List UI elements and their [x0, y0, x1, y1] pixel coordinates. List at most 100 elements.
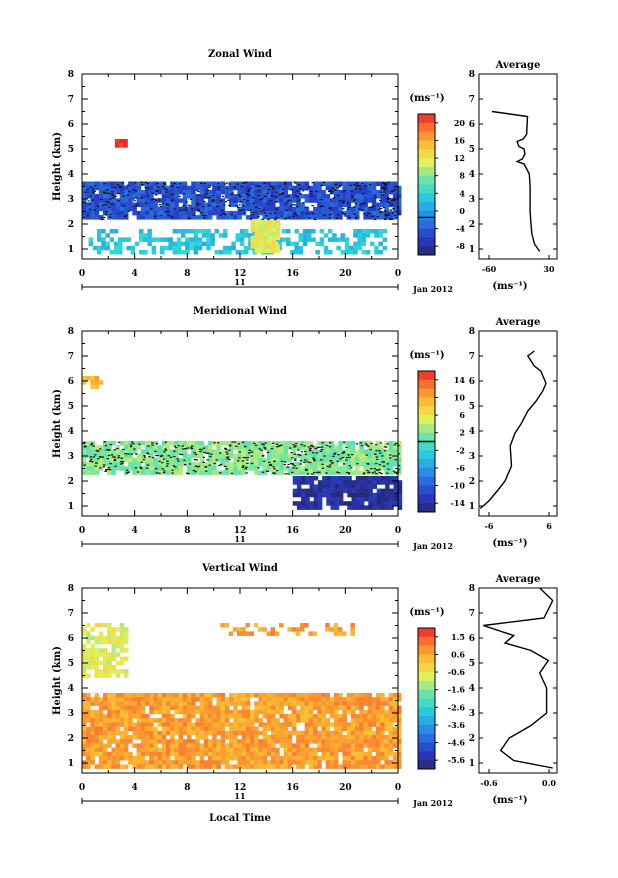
heatmap-cell: [195, 198, 200, 203]
heatmap-cell: [309, 484, 314, 489]
zero-contour-mark: [347, 472, 351, 474]
heatmap-cell: [237, 743, 242, 748]
heatmap-cell: [166, 189, 171, 195]
heatmap-cell: [136, 697, 142, 702]
average-y-tick-label: 5: [469, 145, 475, 155]
heatmap-cell: [94, 202, 100, 207]
heatmap-cell: [350, 206, 356, 212]
heatmap-cell: [111, 441, 116, 446]
heatmap-cell: [145, 445, 150, 450]
heatmap-cell: [185, 241, 190, 247]
heatmap-cell: [296, 480, 302, 485]
zero-contour-mark: [113, 456, 116, 458]
heatmap-cell: [94, 376, 100, 381]
heatmap-cell: [220, 735, 226, 740]
heatmap-cell: [191, 462, 196, 467]
heatmap-cell: [382, 229, 388, 234]
zero-contour-mark: [134, 467, 138, 469]
heatmap-cell: [98, 623, 104, 628]
heatmap-cell: [376, 505, 382, 510]
heatmap-cell: [254, 244, 260, 249]
colorbar-frame: [417, 627, 436, 770]
heatmap-cell: [374, 250, 379, 255]
heatmap-cell: [287, 747, 293, 753]
colorbar-frame: [417, 113, 436, 256]
heatmap-cell: [279, 445, 284, 450]
heatmap-cell: [119, 139, 124, 144]
heatmap-cell: [111, 181, 116, 186]
heatmap-cell: [124, 705, 129, 711]
heatmap-cell: [203, 210, 209, 216]
heatmap-cell: [98, 652, 104, 657]
heatmap-cell: [203, 739, 209, 744]
heatmap-cell: [313, 189, 318, 195]
heatmap-cell: [140, 449, 146, 454]
heatmap-cell: [212, 756, 217, 761]
heatmap-cell: [308, 735, 314, 740]
zero-contour-mark: [270, 448, 274, 450]
zero-contour-mark: [145, 202, 148, 204]
heatmap-cell: [90, 709, 95, 715]
heatmap-cell: [367, 747, 373, 753]
colorbar-unit: (ms⁻¹): [409, 350, 444, 361]
heatmap-cell: [166, 194, 171, 199]
heatmap-cell: [334, 462, 339, 467]
heatmap-cell: [384, 697, 389, 702]
heatmap-cell: [287, 453, 293, 459]
heatmap-cell: [223, 233, 228, 238]
heatmap-cell: [241, 743, 247, 748]
heatmap-cell: [254, 764, 259, 769]
heatmap-cell: [82, 747, 87, 753]
heatmap-cell: [136, 709, 142, 715]
zero-contour-mark: [320, 459, 323, 461]
heatmap-cell: [199, 705, 205, 711]
heatmap-cell: [195, 718, 200, 723]
heatmap-cell: [149, 457, 154, 463]
heatmap-cell: [296, 470, 301, 475]
heatmap-cell: [94, 726, 100, 732]
heatmap-cell: [296, 215, 301, 220]
heatmap-cell: [325, 194, 331, 199]
zero-contour-mark: [162, 472, 166, 474]
heatmap-cell: [317, 697, 322, 702]
heatmap-cell: [317, 743, 322, 748]
heatmap-cell: [388, 181, 394, 186]
heatmap-cell: [376, 735, 381, 740]
heatmap-cell: [174, 709, 179, 715]
heatmap-cell: [82, 705, 87, 711]
heatmap-cell: [136, 470, 142, 475]
zero-contour-mark: [338, 186, 342, 188]
heatmap-cell: [233, 210, 238, 216]
heatmap-cell: [216, 722, 221, 727]
heatmap-cell: [132, 709, 137, 715]
zero-contour-mark: [197, 190, 200, 193]
zero-contour-mark: [373, 468, 376, 470]
colorbar-swatch: [418, 219, 435, 229]
heatmap-cell: [140, 726, 146, 732]
y-tick-label: 2: [68, 734, 74, 744]
heatmap-cell: [363, 718, 368, 723]
heatmap-cell: [313, 751, 318, 757]
heatmap-cell: [174, 726, 179, 732]
heatmap-cell: [346, 743, 352, 748]
heatmap-cell: [313, 453, 318, 459]
heatmap-cell: [304, 735, 310, 740]
heatmap-cell: [185, 237, 190, 242]
heatmap-cell: [239, 233, 245, 238]
zero-contour-mark: [230, 214, 233, 216]
heatmap-cell: [287, 627, 292, 632]
zero-contour-mark: [341, 212, 344, 214]
zero-contour-mark: [135, 204, 139, 206]
heatmap-cell: [191, 760, 196, 765]
y-tick-label: 5: [68, 145, 74, 155]
heatmap-cell: [115, 739, 121, 744]
heatmap-cell: [206, 241, 211, 247]
zero-contour-mark: [197, 209, 200, 211]
heatmap-cell: [220, 739, 226, 744]
heatmap-cell: [119, 631, 125, 636]
heatmap-cell: [208, 181, 213, 186]
heatmap-cell: [178, 747, 184, 753]
zero-contour-mark: [334, 184, 337, 186]
heatmap-cell: [317, 215, 322, 220]
zero-contour-mark: [320, 198, 323, 201]
